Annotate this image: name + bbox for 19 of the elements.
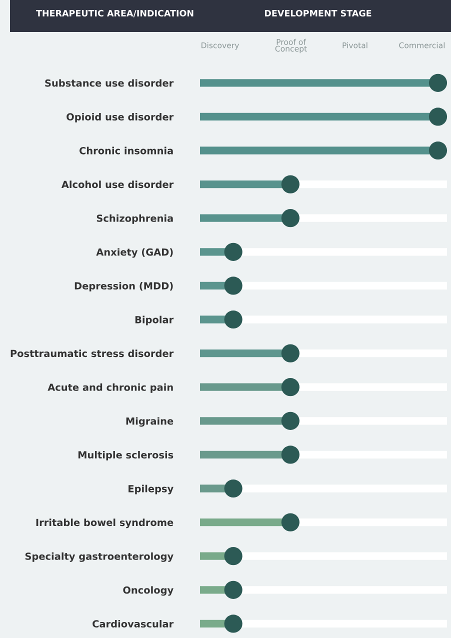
y-tick-label: Specialty gastroenterology bbox=[25, 552, 174, 562]
y-tick-label: Substance use disorder bbox=[45, 79, 174, 87]
y-tick-label: Chronic insomnia bbox=[80, 146, 173, 154]
y-tick-label: Acute and chronic pain bbox=[48, 383, 173, 393]
y-tick-label: Multiple sclerosis bbox=[78, 451, 174, 460]
y-tick-label: Oncology bbox=[123, 586, 174, 596]
y-tick-label: Posttraumatic stress disorder bbox=[10, 350, 174, 358]
y-tick-label: Anxiety (GAD) bbox=[96, 248, 173, 258]
y-tick-label: Bipolar bbox=[135, 316, 174, 326]
y-tick-label: Cardiovascular bbox=[92, 620, 174, 628]
y-tick-label: Depression (MDD) bbox=[74, 282, 173, 292]
y-tick-label: Epilepsy bbox=[128, 484, 174, 494]
y-tick-label: Migraine bbox=[126, 417, 174, 427]
text: DEVELOPMENT STAGE bbox=[264, 10, 372, 17]
y-tick-label: Irritable bowel syndrome bbox=[36, 518, 174, 528]
text: THERAPEUTIC AREA/INDICATION bbox=[36, 10, 194, 18]
y-tick-label: Opioid use disorder bbox=[66, 113, 174, 122]
y-tick-label: Schizophrenia bbox=[96, 214, 173, 224]
y-tick-label: Alcohol use disorder bbox=[61, 180, 174, 188]
